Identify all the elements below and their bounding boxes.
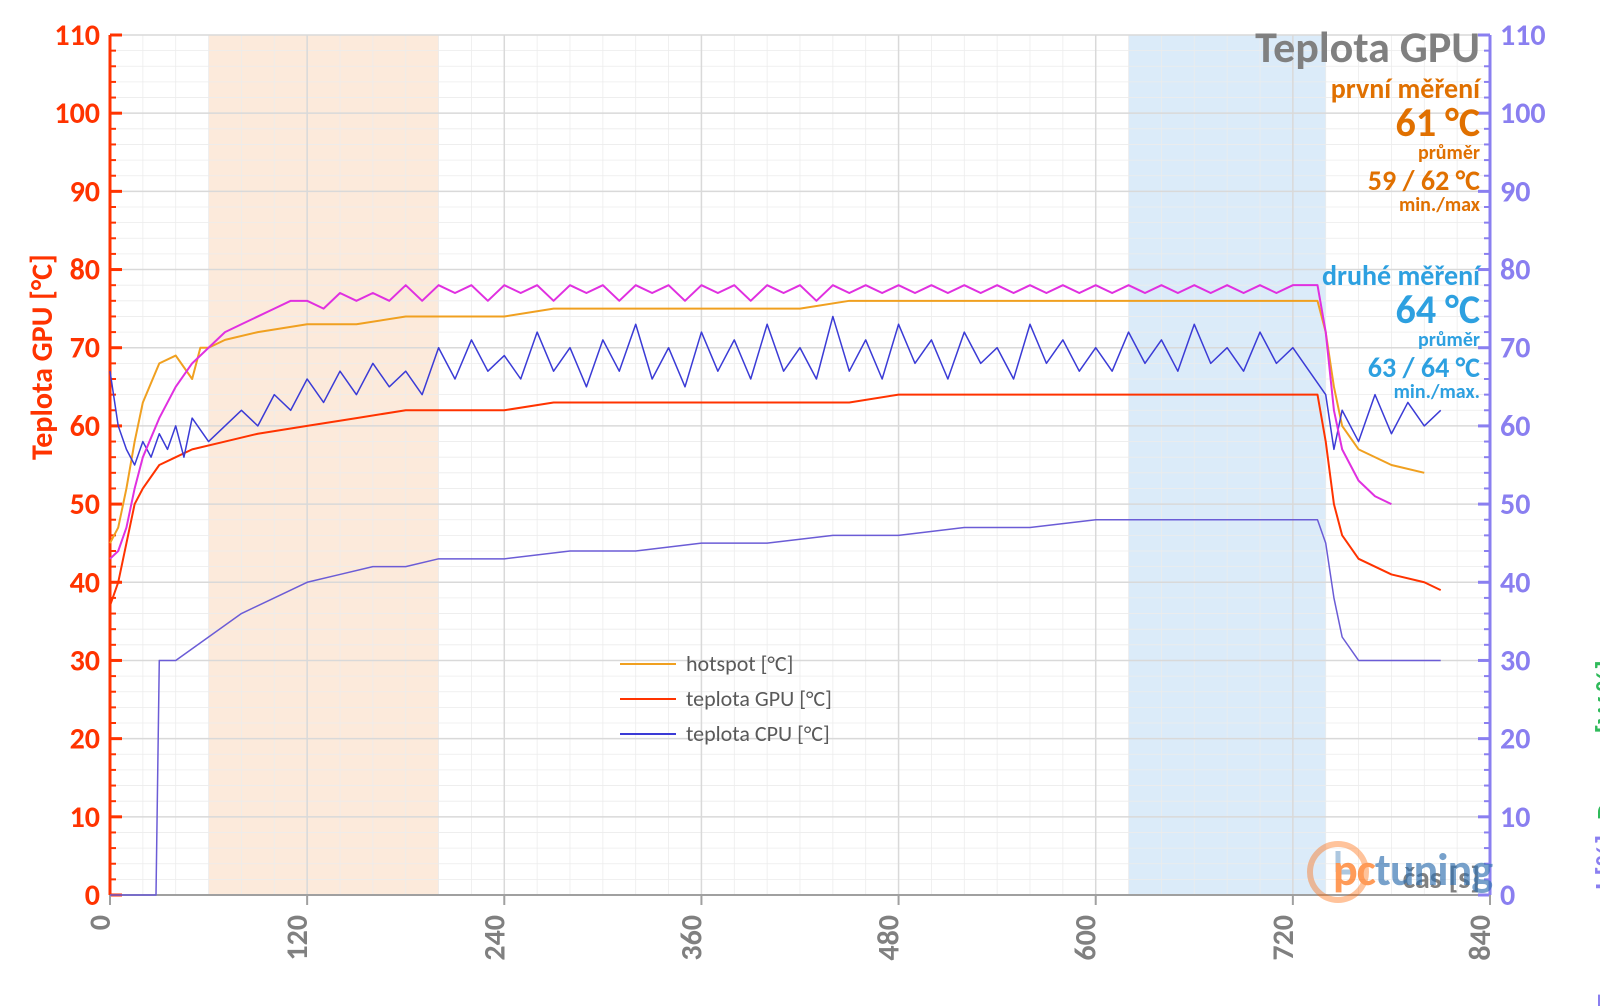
svg-text:110: 110 bbox=[54, 17, 100, 54]
svg-text:240: 240 bbox=[476, 915, 513, 961]
svg-text:90: 90 bbox=[70, 173, 100, 210]
legend-item-teplota_gpu: teplota GPU [°C] bbox=[620, 685, 832, 712]
svg-text:110: 110 bbox=[1500, 17, 1546, 54]
chart-container: 0 10 20 30 40 50 60 70 80 90 100 110 0 10 20 30 40 50 60 70… bbox=[0, 0, 1600, 1008]
svg-text:720: 720 bbox=[1265, 915, 1302, 961]
svg-text:0: 0 bbox=[1500, 877, 1515, 914]
y-right-label-fan: Fan speed [%], Power [W,%] bbox=[1590, 660, 1600, 1008]
svg-text:840: 840 bbox=[1462, 915, 1499, 961]
svg-text:80: 80 bbox=[70, 252, 100, 289]
svg-text:480: 480 bbox=[871, 915, 908, 961]
svg-text:20: 20 bbox=[1500, 721, 1530, 758]
svg-text:360: 360 bbox=[673, 915, 710, 961]
svg-text:30: 30 bbox=[1500, 642, 1530, 679]
svg-text:80: 80 bbox=[1500, 252, 1530, 289]
svg-text:50: 50 bbox=[1500, 486, 1530, 523]
legend-item-hotspot: hotspot [°C] bbox=[620, 650, 832, 677]
svg-text:70: 70 bbox=[70, 330, 100, 367]
svg-text:10: 10 bbox=[1500, 799, 1530, 836]
svg-text:20: 20 bbox=[70, 721, 100, 758]
svg-text:0: 0 bbox=[85, 877, 100, 914]
svg-text:30: 30 bbox=[70, 642, 100, 679]
svg-text:0: 0 bbox=[82, 915, 119, 930]
svg-text:40: 40 bbox=[70, 564, 100, 601]
svg-text:10: 10 bbox=[70, 799, 100, 836]
svg-text:50: 50 bbox=[70, 486, 100, 523]
y-left-label: Teplota GPU [°C] bbox=[24, 254, 61, 460]
svg-text:40: 40 bbox=[1500, 564, 1530, 601]
annotation-first: první měření 61 °C průměr 59 / 62 °C min… bbox=[1331, 75, 1480, 215]
svg-text:70: 70 bbox=[1500, 330, 1530, 367]
legend-item-teplota_cpu: teplota CPU [°C] bbox=[620, 720, 832, 747]
svg-text:60: 60 bbox=[1500, 408, 1530, 445]
svg-text:100: 100 bbox=[1500, 95, 1546, 132]
svg-text:100: 100 bbox=[54, 95, 100, 132]
legend: hotspot [°C] teplota GPU [°C] teplota CPU … bbox=[620, 650, 832, 747]
svg-text:600: 600 bbox=[1068, 915, 1105, 961]
svg-text:120: 120 bbox=[279, 915, 316, 961]
watermark: pctuning bbox=[1333, 842, 1492, 898]
annotation-second: druhé měření 64 °C průměr 63 / 64 °C min… bbox=[1322, 262, 1480, 402]
chart-title: Teplota GPU bbox=[1255, 20, 1480, 74]
svg-text:90: 90 bbox=[1500, 173, 1530, 210]
svg-text:60: 60 bbox=[70, 408, 100, 445]
